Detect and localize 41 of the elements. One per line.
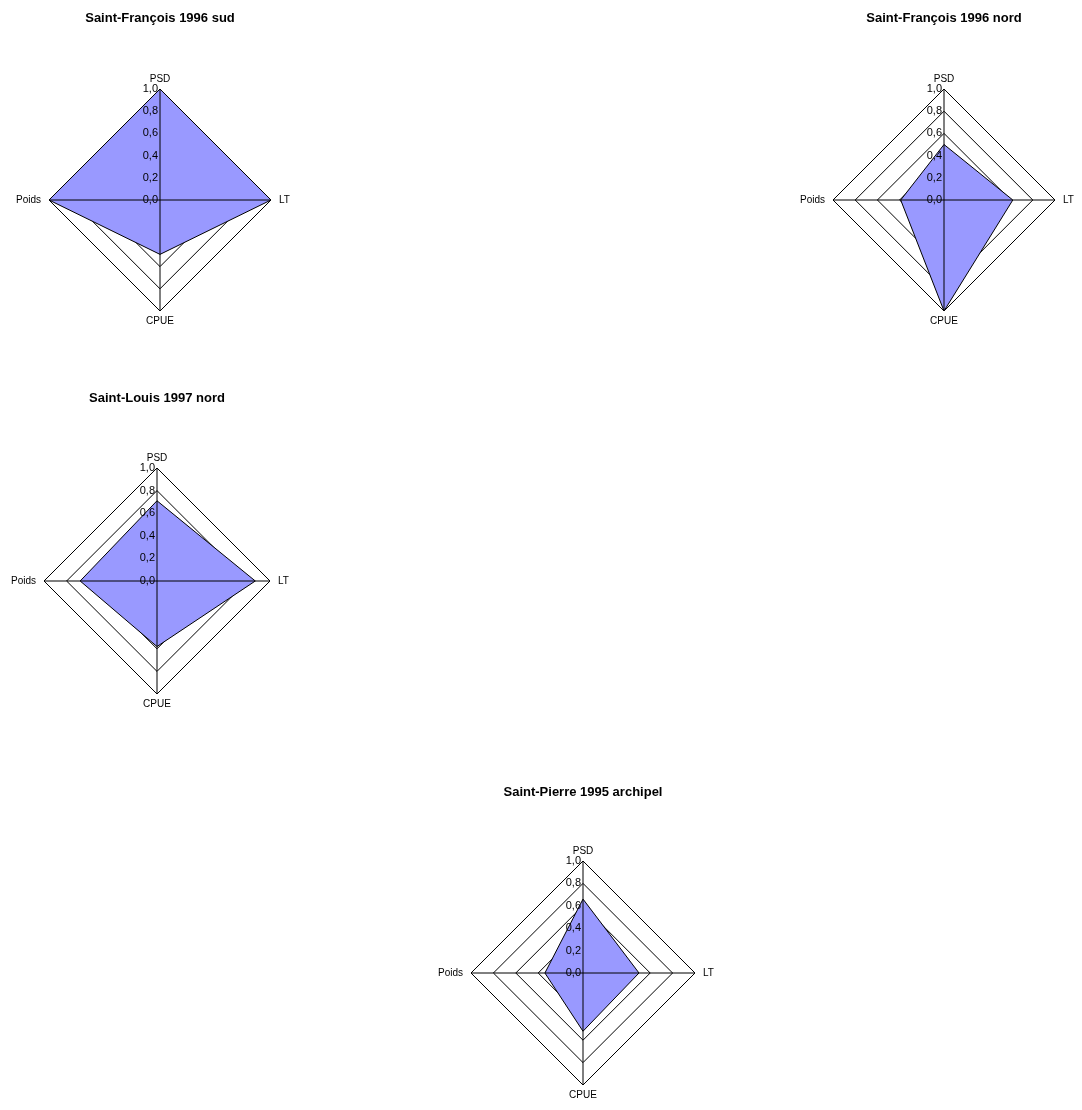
y-tick-label: 0,8	[926, 104, 942, 117]
y-tick-label: 0,8	[142, 104, 158, 117]
y-tick-label: 0,2	[926, 170, 942, 183]
chart-title: Saint-Louis 1997 nord	[89, 390, 225, 405]
spoke-label: LT	[1063, 193, 1074, 205]
y-tick-label: 0,0	[926, 192, 942, 205]
spoke-label: Poids	[10, 574, 36, 586]
spoke-label: CPUE	[143, 697, 172, 709]
y-tick-label: 0,2	[142, 170, 158, 183]
y-tick-label: 0,6	[926, 126, 942, 139]
y-tick-label: 0,8	[139, 483, 155, 496]
spoke-label: LT	[278, 574, 289, 586]
y-tick-label: 1,0	[139, 460, 155, 473]
y-tick-label: 0,6	[142, 126, 158, 139]
y-tick-label: 0,2	[139, 551, 155, 564]
y-tick-label: 1,0	[565, 853, 581, 866]
y-tick-label: 0,4	[142, 148, 158, 161]
y-tick-label: 1,0	[142, 81, 158, 94]
y-tick-label: 0,6	[565, 898, 581, 911]
spoke-label: Poids	[437, 966, 463, 978]
y-tick-label: 0,0	[139, 573, 155, 586]
y-tick-label: 0,0	[142, 192, 158, 205]
spoke-label: Poids	[799, 193, 825, 205]
spoke-label: LT	[279, 193, 290, 205]
spoke-label: PSD	[572, 844, 594, 856]
spoke-label: CPUE	[930, 314, 959, 326]
chart-title: Saint-François 1996 nord	[866, 10, 1022, 25]
spoke-label: PSD	[933, 72, 955, 84]
y-tick-label: 0,4	[139, 528, 155, 541]
chart-title: Saint-Pierre 1995 archipel	[503, 784, 663, 799]
y-tick-label: 1,0	[926, 81, 942, 94]
spoke-label: PSD	[146, 451, 168, 463]
y-tick-label: 0,8	[565, 876, 581, 889]
chart-title: Saint-François 1996 sud	[85, 10, 235, 25]
spoke-label: PSD	[149, 72, 171, 84]
spoke-label: Poids	[15, 193, 41, 205]
spoke-label: CPUE	[146, 314, 175, 326]
y-tick-label: 0,0	[565, 965, 581, 978]
spoke-label: CPUE	[569, 1088, 598, 1100]
y-tick-label: 0,2	[565, 943, 581, 956]
spoke-label: LT	[703, 966, 714, 978]
